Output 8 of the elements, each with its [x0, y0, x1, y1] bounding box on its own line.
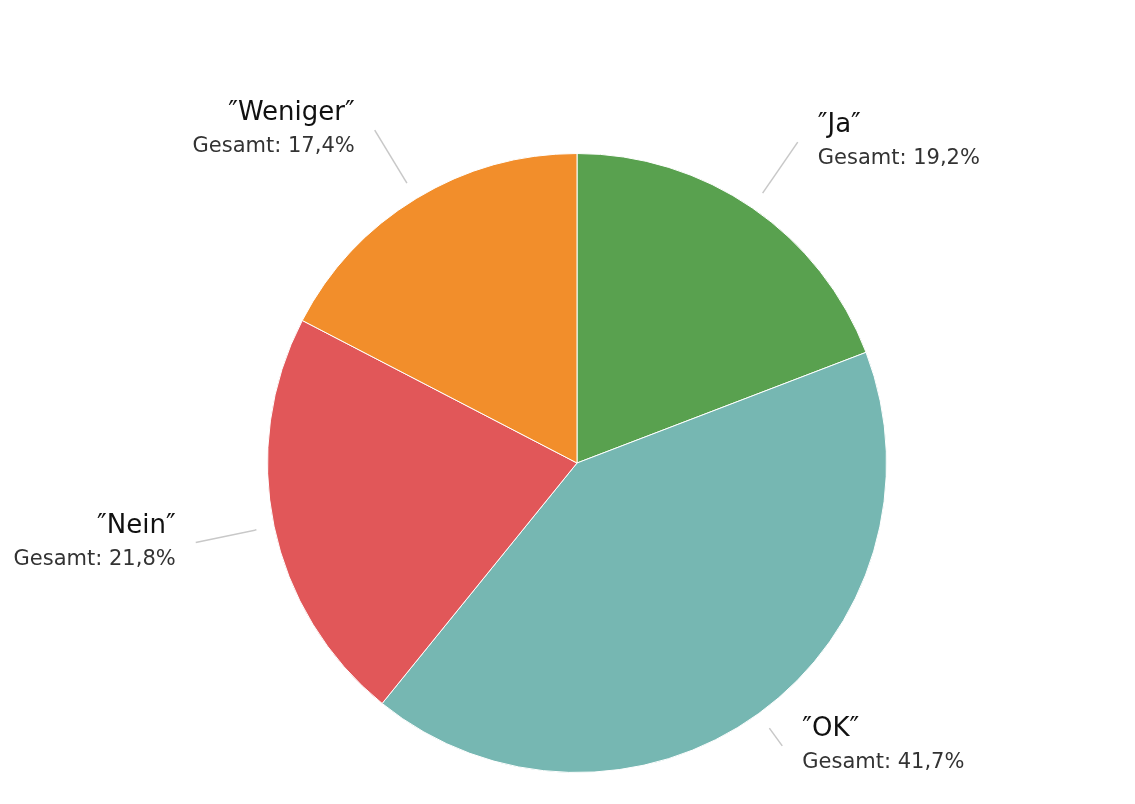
data-label: Gesamt: 19,2% — [817, 145, 980, 170]
slice-label: ″Weniger″ — [228, 96, 355, 127]
data-label: Gesamt: 41,7% — [802, 748, 965, 773]
data-label: Gesamt: 17,4% — [192, 133, 355, 158]
slice-label: ″Nein″ — [97, 508, 176, 539]
slice-label: ″Ja″ — [817, 108, 862, 139]
slice-label: ″OK″ — [802, 711, 860, 742]
data-label: Gesamt: 21,8% — [13, 545, 176, 570]
